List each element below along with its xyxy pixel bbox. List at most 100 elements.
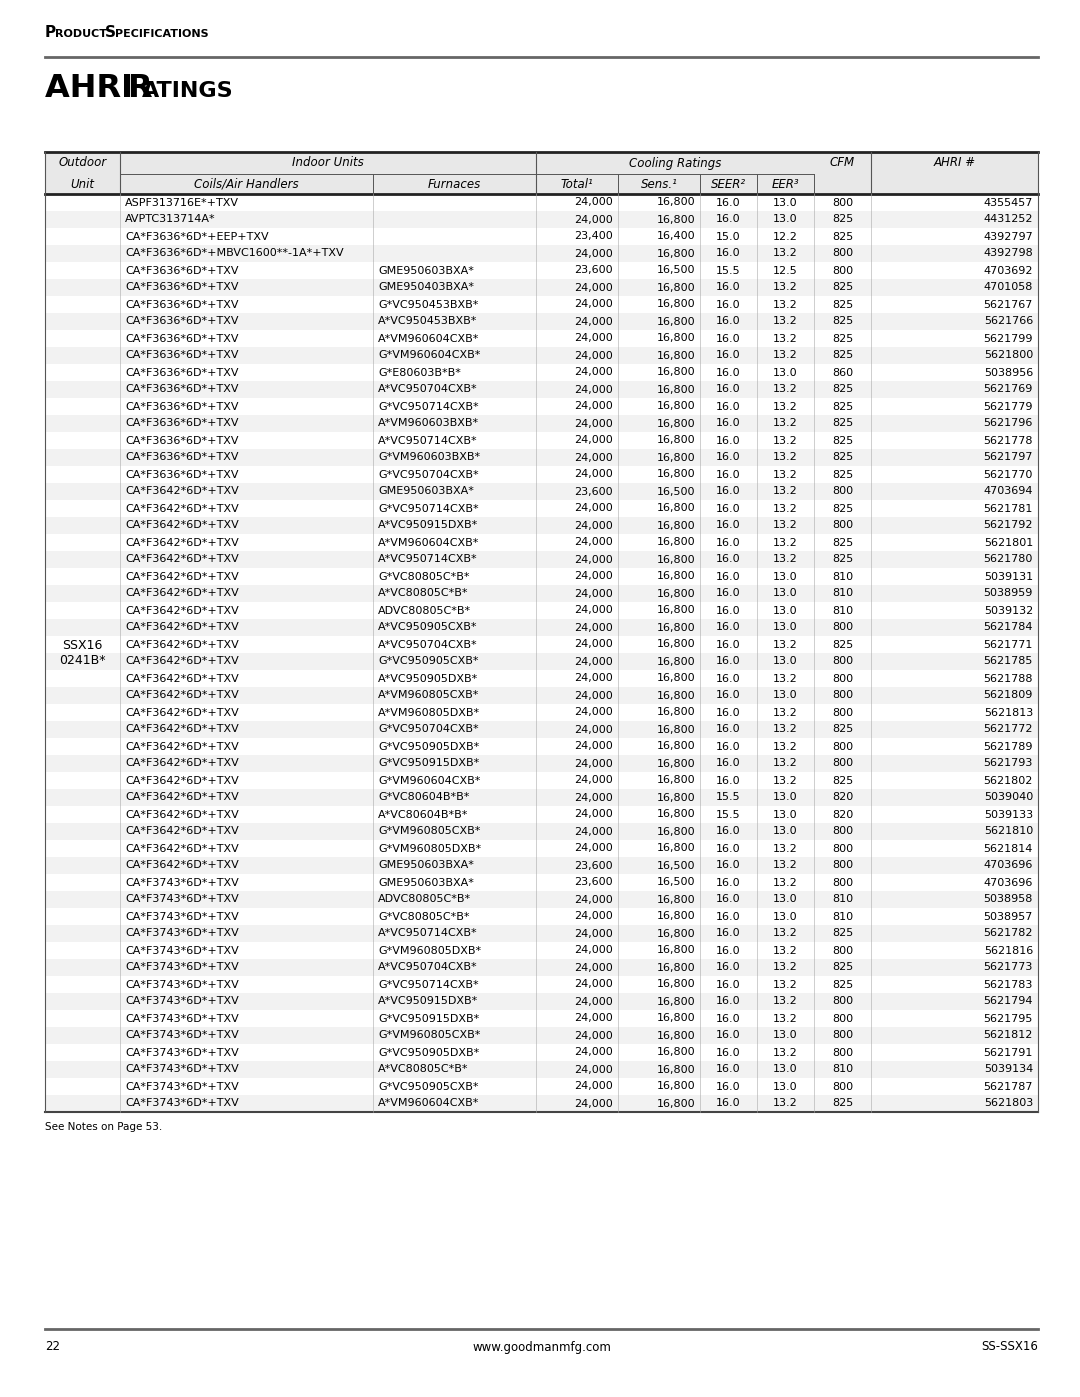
Text: 12.5: 12.5 <box>773 265 798 275</box>
Text: 13.2: 13.2 <box>773 503 798 514</box>
Text: 825: 825 <box>832 453 853 462</box>
Text: 5621799: 5621799 <box>984 334 1032 344</box>
Bar <box>45 823 1038 840</box>
Text: 16.0: 16.0 <box>716 367 741 377</box>
Text: 13.2: 13.2 <box>773 1048 798 1058</box>
Text: CA*F3642*6D*+TXV: CA*F3642*6D*+TXV <box>125 673 239 683</box>
Text: 24,000: 24,000 <box>575 436 613 446</box>
Text: 24,000: 24,000 <box>575 384 613 394</box>
Text: 24,000: 24,000 <box>575 299 613 310</box>
Text: 5039132: 5039132 <box>984 605 1032 616</box>
Text: 16.0: 16.0 <box>716 759 741 768</box>
Text: 24,000: 24,000 <box>575 707 613 718</box>
Text: A*VC950905CXB*: A*VC950905CXB* <box>378 623 477 633</box>
Text: G*VM960805DXB*: G*VM960805DXB* <box>378 844 481 854</box>
Text: 13.2: 13.2 <box>773 334 798 344</box>
Text: 800: 800 <box>832 861 853 870</box>
Text: CA*F3642*6D*+TXV: CA*F3642*6D*+TXV <box>125 623 239 633</box>
Text: Furnaces: Furnaces <box>428 177 481 190</box>
Bar <box>45 652 1038 671</box>
Text: 16.0: 16.0 <box>716 725 741 735</box>
Text: 24,000: 24,000 <box>575 996 613 1006</box>
Text: CA*F3743*6D*+TXV: CA*F3743*6D*+TXV <box>125 1013 239 1024</box>
Text: Unit: Unit <box>70 177 95 190</box>
Text: 5621810: 5621810 <box>984 827 1032 837</box>
Text: 5621801: 5621801 <box>984 538 1032 548</box>
Text: ADVC80805C*B*: ADVC80805C*B* <box>378 894 471 904</box>
Text: G*VC950704CXB*: G*VC950704CXB* <box>378 725 478 735</box>
Text: 820: 820 <box>832 809 853 820</box>
Text: 13.2: 13.2 <box>773 401 798 412</box>
Text: 810: 810 <box>832 571 853 581</box>
Text: 825: 825 <box>832 299 853 310</box>
Text: 13.2: 13.2 <box>773 419 798 429</box>
Text: 13.2: 13.2 <box>773 742 798 752</box>
Text: 24,000: 24,000 <box>575 911 613 922</box>
Text: CA*F3642*6D*+TXV: CA*F3642*6D*+TXV <box>125 486 239 496</box>
Text: 16.0: 16.0 <box>716 436 741 446</box>
Text: 16,800: 16,800 <box>657 725 696 735</box>
Bar <box>45 483 1038 500</box>
Text: 5621802: 5621802 <box>984 775 1032 785</box>
Text: 16.0: 16.0 <box>716 469 741 479</box>
Text: 24,000: 24,000 <box>575 827 613 837</box>
Text: CA*F3636*6D*+TXV: CA*F3636*6D*+TXV <box>125 469 239 479</box>
Text: CA*F3636*6D*+TXV: CA*F3636*6D*+TXV <box>125 436 239 446</box>
Bar <box>45 279 1038 296</box>
Text: 23,600: 23,600 <box>575 877 613 887</box>
Text: G*VC80805C*B*: G*VC80805C*B* <box>378 911 470 922</box>
Text: 825: 825 <box>832 555 853 564</box>
Bar <box>45 958 1038 977</box>
Bar <box>45 619 1038 636</box>
Text: 16.0: 16.0 <box>716 1081 741 1091</box>
Text: 16,800: 16,800 <box>657 588 696 598</box>
Text: 16,800: 16,800 <box>657 1031 696 1041</box>
Text: 5621778: 5621778 <box>984 436 1032 446</box>
Text: 24,000: 24,000 <box>575 334 613 344</box>
Bar <box>45 585 1038 602</box>
Text: 24,000: 24,000 <box>575 759 613 768</box>
Text: 13.0: 13.0 <box>773 1065 798 1074</box>
Text: ATINGS: ATINGS <box>141 81 233 101</box>
Text: 24,000: 24,000 <box>575 605 613 616</box>
Text: A*VC950915DXB*: A*VC950915DXB* <box>378 996 478 1006</box>
Text: G*VM960805CXB*: G*VM960805CXB* <box>378 1031 481 1041</box>
Text: 13.2: 13.2 <box>773 963 798 972</box>
Text: 16.0: 16.0 <box>716 503 741 514</box>
Text: 5621803: 5621803 <box>984 1098 1032 1108</box>
Text: 16,800: 16,800 <box>657 1013 696 1024</box>
Text: CA*F3642*6D*+TXV: CA*F3642*6D*+TXV <box>125 792 239 802</box>
Text: Coils/Air Handlers: Coils/Air Handlers <box>194 177 299 190</box>
Text: 13.2: 13.2 <box>773 673 798 683</box>
Text: 24,000: 24,000 <box>575 1031 613 1041</box>
Text: 16,500: 16,500 <box>657 265 696 275</box>
Text: 16,800: 16,800 <box>657 911 696 922</box>
Bar <box>45 194 1038 211</box>
Text: 16,800: 16,800 <box>657 282 696 292</box>
Text: 16.0: 16.0 <box>716 827 741 837</box>
Text: 23,600: 23,600 <box>575 861 613 870</box>
Text: 24,000: 24,000 <box>575 742 613 752</box>
Text: 5621791: 5621791 <box>984 1048 1032 1058</box>
Text: 5621816: 5621816 <box>984 946 1032 956</box>
Text: 16,800: 16,800 <box>657 657 696 666</box>
Text: CA*F3642*6D*+TXV: CA*F3642*6D*+TXV <box>125 657 239 666</box>
Text: CA*F3642*6D*+TXV: CA*F3642*6D*+TXV <box>125 827 239 837</box>
Text: CA*F3642*6D*+TXV: CA*F3642*6D*+TXV <box>125 861 239 870</box>
Text: 13.0: 13.0 <box>773 215 798 225</box>
Text: ASPF313716E*+TXV: ASPF313716E*+TXV <box>125 197 239 208</box>
Text: CA*F3642*6D*+TXV: CA*F3642*6D*+TXV <box>125 640 239 650</box>
Text: 5621767: 5621767 <box>984 299 1032 310</box>
Text: 15.5: 15.5 <box>716 265 741 275</box>
Text: ADVC80805C*B*: ADVC80805C*B* <box>378 605 471 616</box>
Text: CA*F3636*6D*+TXV: CA*F3636*6D*+TXV <box>125 367 239 377</box>
Text: 16,800: 16,800 <box>657 929 696 939</box>
Text: 5621783: 5621783 <box>984 979 1032 989</box>
Bar <box>45 313 1038 330</box>
Text: 16,800: 16,800 <box>657 963 696 972</box>
Text: 810: 810 <box>832 588 853 598</box>
Text: 825: 825 <box>832 469 853 479</box>
Text: 23,600: 23,600 <box>575 265 613 275</box>
Text: G*VC950915DXB*: G*VC950915DXB* <box>378 759 480 768</box>
Text: 16.0: 16.0 <box>716 571 741 581</box>
